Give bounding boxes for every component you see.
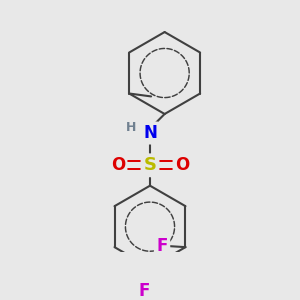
Text: H: H bbox=[126, 121, 136, 134]
Text: F: F bbox=[139, 282, 150, 300]
Text: F: F bbox=[156, 237, 168, 255]
Text: O: O bbox=[111, 156, 125, 174]
Text: N: N bbox=[143, 124, 157, 142]
Text: O: O bbox=[175, 156, 189, 174]
Text: S: S bbox=[143, 156, 157, 174]
